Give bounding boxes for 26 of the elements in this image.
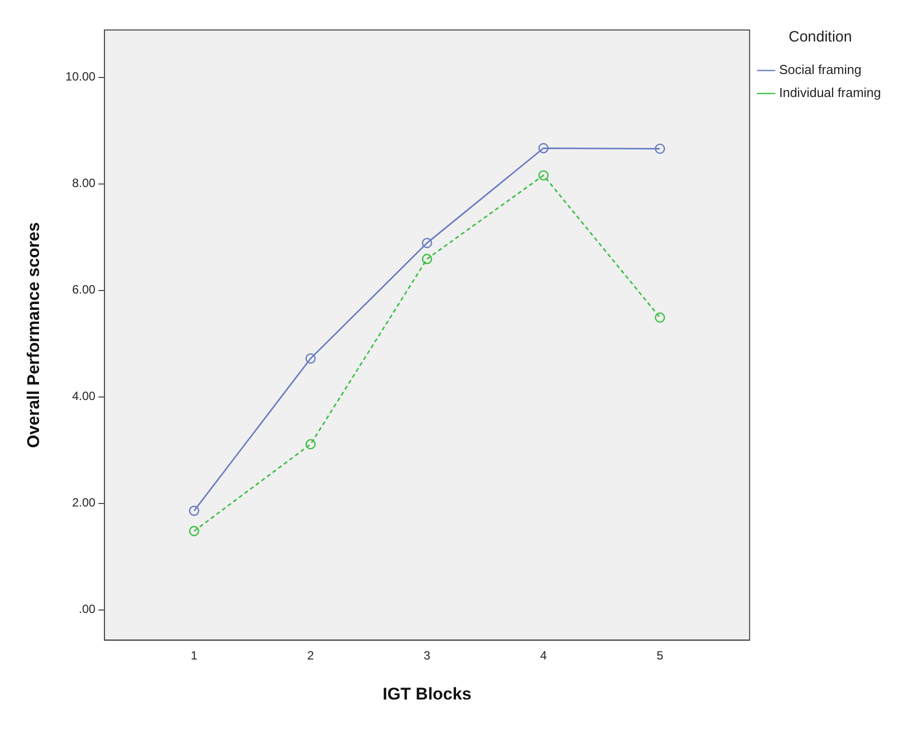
point: [654, 144, 666, 154]
point: [538, 170, 549, 181]
point: [188, 506, 200, 516]
point: [422, 238, 432, 248]
y-axis-title: Overall Performance scores: [24, 222, 43, 448]
legend-label: Individual framing: [779, 85, 882, 100]
x-tick-label: 2: [307, 648, 314, 663]
x-tick-label: 5: [656, 648, 664, 663]
y-tick-label: .00: [78, 602, 96, 616]
y-tick-label: 8.00: [72, 176, 96, 190]
x-tick-label: 4: [540, 648, 548, 663]
x-tick-label: 1: [190, 648, 198, 663]
y-tick-label: 4.00: [72, 389, 96, 404]
legend-title: Condition: [788, 28, 852, 46]
point: [538, 143, 549, 154]
x-tick-label: 3: [424, 648, 431, 663]
point: [305, 439, 316, 450]
y-tick-label: 6.00: [72, 282, 96, 297]
x-axis-title: IGT Blocks: [382, 684, 472, 704]
point: [422, 254, 432, 264]
point: [188, 526, 200, 536]
y-tick-label: 10.00: [65, 70, 96, 84]
legend-label: Social framing: [779, 62, 862, 78]
point: [305, 353, 316, 364]
y-tick-label: 2.00: [72, 496, 96, 510]
point: [654, 312, 666, 323]
